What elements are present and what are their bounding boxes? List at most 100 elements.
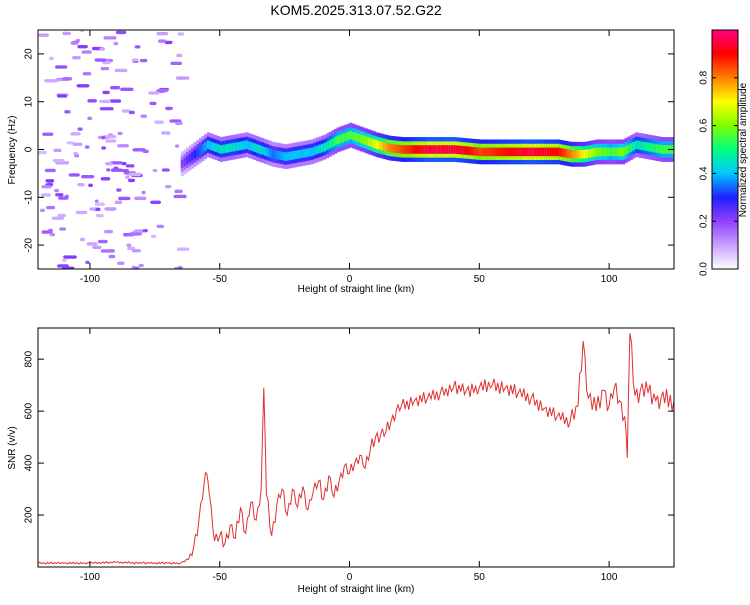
chart-title: KOM5.2025.313.07.52.G22 bbox=[270, 2, 441, 18]
heatmap-cell bbox=[58, 196, 69, 200]
heatmap-cell bbox=[494, 147, 498, 157]
heatmap-cell bbox=[116, 188, 122, 192]
heatmap-cell bbox=[279, 151, 283, 161]
heatmap-cell bbox=[250, 142, 254, 151]
heatmap-cell bbox=[463, 146, 467, 155]
heatmap-cell bbox=[554, 147, 558, 157]
heatmap-cell bbox=[520, 147, 524, 157]
heatmap-cell bbox=[396, 144, 400, 154]
heatmap-cell bbox=[432, 145, 436, 154]
heatmap-cell bbox=[77, 183, 85, 187]
heatmap-cell bbox=[440, 145, 444, 154]
heatmap-cell bbox=[188, 153, 192, 163]
heatmap-cell bbox=[539, 147, 543, 157]
snr-panel: -100 -50 0 50 100 200 400 600 800 Height of str… bbox=[7, 327, 675, 595]
heatmap-cell bbox=[175, 121, 183, 126]
heatmap-cell bbox=[450, 145, 454, 154]
heatmap-cell bbox=[52, 158, 65, 163]
heatmap-cell bbox=[55, 193, 64, 197]
heatmap-cell bbox=[157, 39, 167, 43]
heatmap-cell bbox=[372, 139, 376, 149]
y-tick-label: 600 bbox=[24, 402, 35, 419]
heatmap-cell bbox=[629, 143, 633, 152]
heatmap-cell bbox=[87, 116, 93, 120]
y-tick-label: 400 bbox=[24, 454, 35, 471]
heatmap-cell bbox=[505, 147, 509, 157]
heatmap-cell bbox=[585, 149, 589, 159]
heatmap-cell bbox=[84, 145, 90, 149]
heatmap-cell bbox=[104, 229, 113, 234]
colorbar-tick-label: 0.0 bbox=[699, 262, 710, 276]
heatmap-cell bbox=[176, 247, 190, 251]
heatmap-cell bbox=[102, 90, 110, 95]
heatmap-cell bbox=[551, 147, 555, 157]
heatmap-cell bbox=[645, 142, 649, 151]
heatmap-cell bbox=[546, 147, 550, 157]
x-tick-label: 0 bbox=[347, 274, 353, 285]
heatmap-cell bbox=[57, 213, 66, 218]
heatmap-cell bbox=[134, 196, 147, 200]
heatmap-cell bbox=[507, 147, 511, 157]
heatmap-cell bbox=[75, 210, 88, 215]
heatmap-cell bbox=[131, 249, 141, 253]
heatmap-cell bbox=[287, 151, 291, 161]
heatmap-cell bbox=[53, 148, 62, 153]
heatmap-cell bbox=[177, 266, 183, 269]
heatmap-cell bbox=[161, 131, 169, 135]
heatmap-cell bbox=[419, 145, 423, 154]
heatmap-cell bbox=[38, 150, 47, 155]
snr-series-line bbox=[38, 333, 674, 565]
heatmap-cell bbox=[62, 258, 67, 262]
heatmap-cell bbox=[164, 40, 173, 45]
heatmap-cell bbox=[77, 44, 88, 49]
heatmap-cell bbox=[302, 149, 306, 158]
heatmap-cell bbox=[427, 145, 431, 154]
heatmap-cell bbox=[479, 147, 483, 157]
heatmap-cell bbox=[331, 138, 335, 148]
heatmap-cell bbox=[121, 161, 127, 166]
heatmap-cell bbox=[429, 145, 433, 154]
heatmap-cell bbox=[515, 147, 519, 157]
heatmap-cell bbox=[152, 168, 158, 173]
heatmap-cell bbox=[128, 172, 142, 176]
heatmap-cell bbox=[528, 147, 532, 157]
heatmap-cell bbox=[173, 194, 187, 199]
heatmap-cell bbox=[354, 132, 358, 142]
heatmap-cell bbox=[94, 202, 105, 206]
heatmap-cell bbox=[385, 143, 389, 152]
heatmap-cell bbox=[138, 263, 144, 268]
heatmap-cell bbox=[237, 141, 241, 151]
heatmap-cell bbox=[523, 147, 527, 157]
heatmap-cell bbox=[544, 147, 548, 157]
heatmap-cell bbox=[339, 134, 343, 144]
heatmap-cell bbox=[214, 143, 218, 152]
heatmap-cell bbox=[62, 31, 71, 36]
heatmap-cell bbox=[471, 146, 475, 156]
heatmap-cell bbox=[175, 76, 190, 80]
heatmap-cell bbox=[51, 216, 64, 220]
heatmap-cell bbox=[417, 145, 420, 154]
heatmap-cell bbox=[193, 149, 197, 159]
heatmap-cell bbox=[113, 41, 119, 46]
heatmap-cell bbox=[100, 66, 110, 71]
colorbar-label: Normalized spectral amplitude bbox=[738, 82, 749, 217]
heatmap-cell bbox=[66, 141, 74, 145]
heatmap-cell bbox=[101, 146, 106, 150]
y-tick-label: 20 bbox=[24, 48, 35, 60]
heatmap-cell bbox=[128, 232, 142, 236]
heatmap-cell bbox=[341, 133, 345, 143]
heatmap-cell bbox=[344, 132, 348, 142]
heatmap-cell bbox=[94, 58, 107, 62]
heatmap-cell bbox=[484, 147, 488, 157]
heatmap-cell bbox=[398, 144, 402, 154]
heatmap-cell bbox=[63, 255, 77, 259]
heatmap-cell bbox=[580, 149, 584, 159]
heatmap-cell bbox=[367, 137, 371, 147]
heatmap-cell bbox=[115, 30, 127, 35]
heatmap-cell bbox=[104, 207, 117, 211]
heatmap-cell bbox=[141, 190, 146, 195]
heatmap-cell bbox=[62, 77, 73, 81]
heatmap-cell bbox=[46, 205, 56, 210]
colorbar-tick-label: 0.8 bbox=[699, 70, 710, 84]
